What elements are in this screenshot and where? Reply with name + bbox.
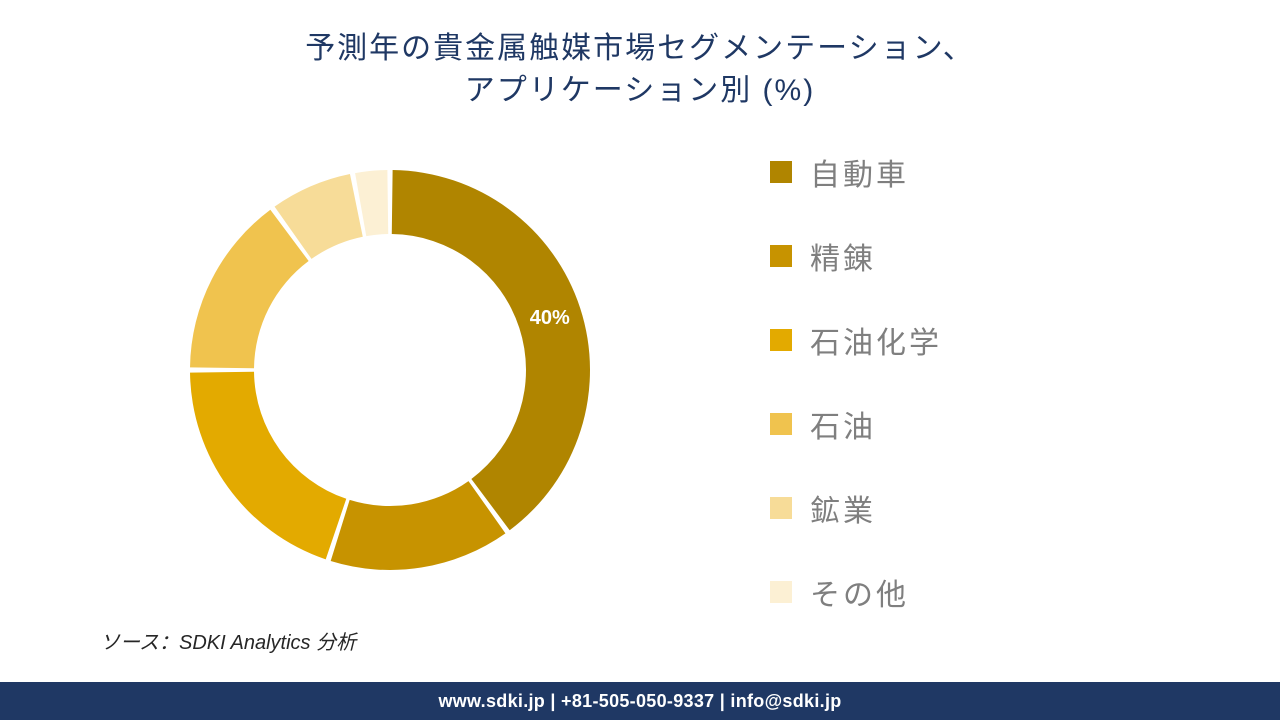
footer-text: www.sdki.jp | +81-505-050-9337 | info@sd… (438, 691, 841, 712)
legend-swatch (770, 413, 792, 435)
legend-item: 精錬 (770, 234, 942, 278)
donut-slice (392, 170, 590, 530)
legend-item: 石油化学 (770, 318, 942, 362)
legend-swatch (770, 245, 792, 267)
legend-item: 自動車 (770, 150, 942, 194)
donut-slice (190, 210, 309, 368)
legend-item: 石油 (770, 402, 942, 446)
title-line-2: アプリケーション別 (%) (0, 70, 1280, 112)
legend-swatch (770, 161, 792, 183)
legend-label: 石油 (810, 402, 876, 446)
legend-swatch (770, 329, 792, 351)
footer-bar: www.sdki.jp | +81-505-050-9337 | info@sd… (0, 682, 1280, 720)
source-text: ソース：SDKI Analytics 分析 (100, 626, 356, 655)
legend-item: 鉱業 (770, 486, 942, 530)
legend-swatch (770, 581, 792, 603)
legend-item: その他 (770, 570, 942, 614)
title-line-1: 予測年の貴金属触媒市場セグメンテーション、 (0, 28, 1280, 70)
legend: 自動車精錬石油化学石油鉱業その他 (770, 150, 942, 614)
legend-label: 自動車 (810, 150, 909, 194)
donut-slice (190, 372, 346, 560)
legend-label: 石油化学 (810, 318, 942, 362)
chart-title: 予測年の貴金属触媒市場セグメンテーション、 アプリケーション別 (%) (0, 0, 1280, 112)
slice-value-label: 40% (530, 307, 570, 329)
legend-label: 精錬 (810, 234, 876, 278)
donut-chart: 40% (170, 150, 610, 590)
legend-label: その他 (810, 570, 909, 614)
donut-svg: 40% (170, 150, 610, 590)
legend-swatch (770, 497, 792, 519)
legend-label: 鉱業 (810, 486, 876, 530)
donut-slice (331, 481, 506, 570)
